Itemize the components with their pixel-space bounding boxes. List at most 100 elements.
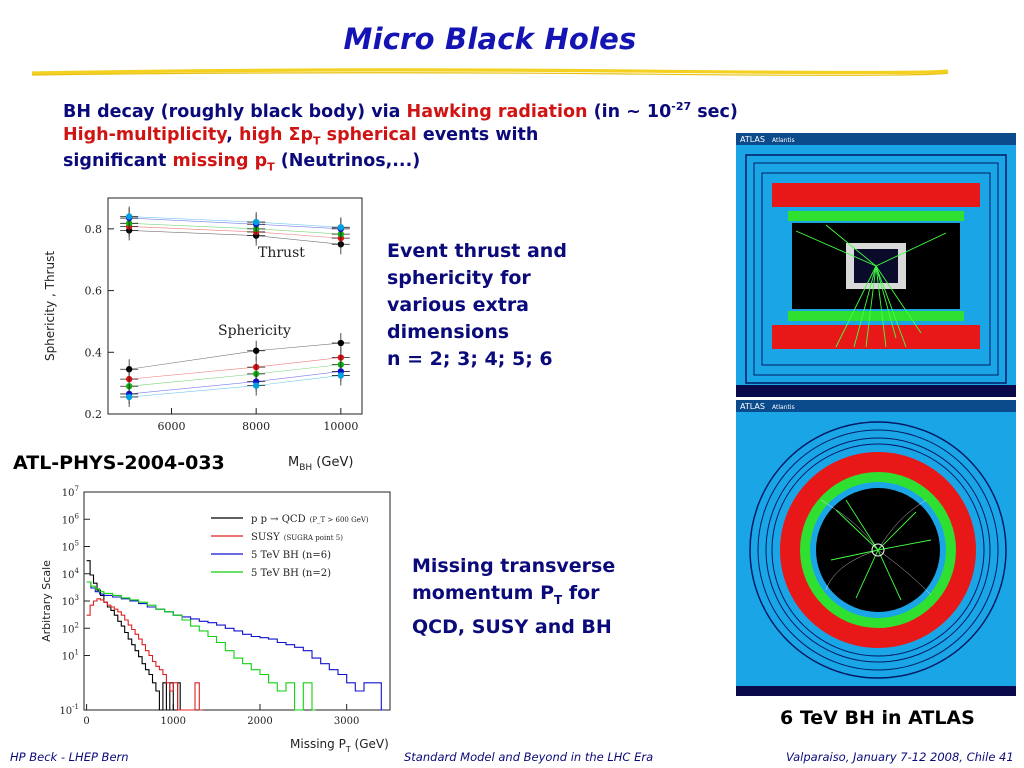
caption-text: for	[562, 582, 600, 604]
x-axis-label-sub: BH	[299, 463, 312, 473]
y-tick-base: 10	[62, 488, 75, 499]
annotation-thrust: Thrust	[258, 245, 305, 261]
atlas-sub: Atlantis	[772, 404, 795, 411]
y-tick-label: 101	[62, 649, 79, 663]
y-tick-label: 10-1	[59, 703, 79, 717]
x-tick-label: 10000	[323, 420, 358, 433]
atlas-sub: Atlantis	[772, 137, 795, 144]
bullet-highlight: Hawking radiation	[406, 101, 588, 122]
y-tick-label: 105	[62, 540, 79, 554]
sphericity-series-line	[129, 342, 341, 370]
bullet-line-1: BH decay (roughly black body) via Hawkin…	[63, 96, 738, 123]
y-tick-exp: 3	[75, 594, 79, 602]
legend-label: SUSY (SUGRA point 5)	[251, 532, 343, 543]
y-tick-label: 103	[62, 594, 79, 608]
sphericity-point	[252, 347, 260, 354]
sphericity-series-line	[129, 375, 341, 398]
reference-label: ATL-PHYS-2004-033	[13, 452, 225, 474]
thrust-point	[337, 224, 345, 231]
caption-line: dimensions	[387, 321, 510, 343]
bullet-highlight: high Σp	[239, 125, 314, 145]
x-tick-label: 2000	[247, 716, 272, 727]
legend-name: SUSY	[251, 532, 280, 543]
bullet-superscript: -27	[671, 100, 692, 113]
histogram-series	[86, 598, 203, 711]
sphericity-point	[337, 339, 345, 347]
caption-line: momentum PT for	[412, 580, 615, 614]
legend-name: 5 TeV BH (n=6)	[251, 550, 331, 561]
legend-label: p p → QCD (P_T > 600 GeV)	[251, 514, 369, 525]
x-axis-label: MBH (GeV)	[288, 455, 353, 473]
caption-line: sphericity for	[387, 267, 531, 289]
y-tick-base: 10	[62, 597, 75, 608]
footer-conference: Standard Model and Beyond in the LHC Era	[404, 750, 654, 764]
footer-author: HP Beck - LHEP Bern	[10, 750, 129, 764]
x-tick-label: 6000	[158, 420, 186, 433]
atlas-caption: 6 TeV BH in ATLAS	[780, 707, 975, 729]
caption-line: Event thrust and	[387, 240, 567, 262]
caption-subscript: T	[554, 592, 563, 607]
y-tick-exp: 2	[75, 621, 79, 629]
x-tick-label: 3000	[334, 716, 359, 727]
plot-frame	[107, 197, 363, 415]
atlas-tag: ATLAS	[740, 402, 765, 411]
y-tick-exp: 4	[75, 567, 80, 575]
bullet-text: significant	[63, 151, 173, 171]
thrust-caption: Event thrust and sphericity for various …	[387, 238, 567, 373]
x-axis-label-main: Missing P	[290, 737, 346, 751]
y-axis-label: Sphericity , Thrust	[43, 251, 57, 361]
title-underline	[31, 68, 949, 76]
caption-line: n = 2; 3; 4; 5; 6	[387, 348, 553, 370]
sphericity-point	[337, 372, 345, 379]
bullet-highlight: spherical	[320, 125, 417, 145]
y-tick-exp: 7	[75, 485, 79, 493]
thrust-point	[125, 213, 133, 220]
x-tick-label: 0	[83, 716, 89, 727]
sphericity-series-line	[129, 371, 341, 395]
missing-pt-caption: Missing transverse momentum PT for QCD, …	[412, 553, 615, 641]
y-tick-exp: 1	[75, 649, 79, 657]
bullet-text: sec)	[691, 101, 738, 122]
sphericity-point	[125, 393, 133, 401]
y-tick-exp: -1	[72, 703, 79, 711]
legend-note: (SUGRA point 5)	[284, 534, 344, 542]
legend-note: (P_T > 600 GeV)	[310, 516, 369, 524]
bullet-highlight: High-multiplicity	[63, 125, 227, 145]
histogram-series	[86, 560, 184, 711]
y-tick-label: 0.2	[85, 408, 103, 421]
y-tick-label: 0.8	[85, 223, 103, 236]
bullet-subscript: T	[267, 160, 275, 174]
atlas-tag: ATLAS	[740, 135, 765, 144]
bullet-text: ,	[226, 125, 240, 145]
thrust-series-line	[129, 216, 341, 228]
bullet-text: events with	[416, 125, 539, 145]
y-tick-label: 0.6	[85, 285, 103, 298]
x-axis-label-sub: T	[345, 745, 351, 754]
histogram-series	[86, 581, 385, 711]
y-tick-base: 10	[62, 652, 75, 663]
footer-venue-page: Valparaiso, January 7-12 2008, Chile 41	[786, 750, 1014, 764]
bullet-subscript: T	[313, 134, 321, 148]
slide-title: Micro Black Holes	[343, 22, 637, 56]
x-axis-label: Missing PT (GeV)	[290, 737, 389, 754]
bullet-text: BH decay (roughly black body) via	[63, 101, 407, 122]
histogram-series	[86, 581, 316, 711]
y-tick-base: 10	[62, 515, 75, 526]
caption-line: various extra	[387, 294, 530, 316]
x-axis-label-main: M	[288, 455, 299, 470]
thrust-point	[252, 218, 260, 226]
annotation-sphericity: Sphericity	[218, 323, 291, 339]
y-tick-label: 104	[62, 567, 80, 581]
y-tick-label: 107	[62, 485, 79, 499]
y-tick-label: 0.4	[85, 346, 103, 359]
x-axis-label-unit: (GeV)	[351, 737, 389, 751]
y-tick-exp: 5	[75, 540, 79, 548]
y-tick-base: 10	[62, 570, 75, 581]
bullet-text: (Neutrinos,...)	[274, 151, 421, 171]
thrust-series-line	[129, 217, 341, 230]
bullet-text: (in ~ 10	[587, 101, 672, 122]
legend-name: 5 TeV BH (n=2)	[251, 568, 331, 579]
caption-line: Missing transverse	[412, 555, 616, 577]
y-tick-exp: 6	[75, 512, 80, 520]
